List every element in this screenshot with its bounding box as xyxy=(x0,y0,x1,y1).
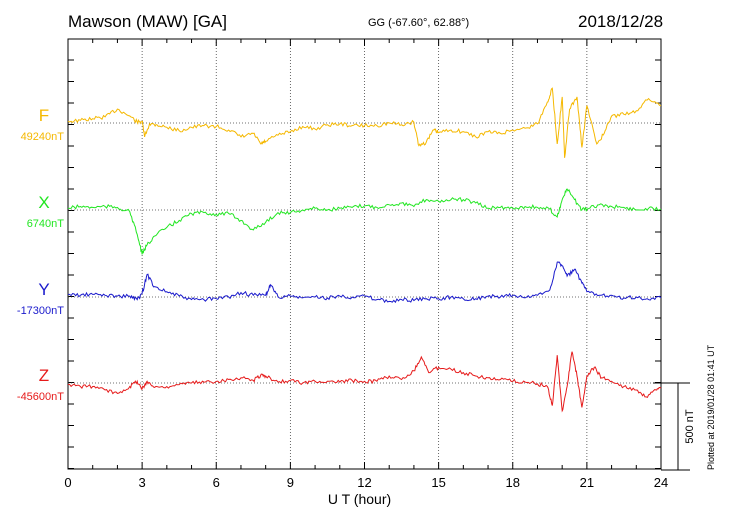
series-y xyxy=(68,261,662,304)
component-label-y: Y xyxy=(38,280,49,299)
component-label-z: Z xyxy=(39,366,49,385)
x-tick-label: 0 xyxy=(64,475,71,490)
x-tick-label: 3 xyxy=(139,475,146,490)
x-tick-label: 15 xyxy=(431,475,445,490)
x-tick-label: 21 xyxy=(580,475,594,490)
x-tick-label: 24 xyxy=(654,475,668,490)
x-tick-label: 12 xyxy=(357,475,371,490)
baseline-label-f: 49240nT xyxy=(21,131,65,143)
baseline-label-x: 6740nT xyxy=(27,218,65,230)
plotted-timestamp: Plotted at 2019/01/28 01:41 UT xyxy=(706,344,716,470)
series-z xyxy=(67,351,662,413)
station-title: Mawson (MAW) [GA] xyxy=(68,12,227,31)
geographic-coordinates: GG (-67.60°, 62.88°) xyxy=(368,17,470,29)
scale-bar-label: 500 nT xyxy=(684,409,696,444)
baseline-label-z: -45600nT xyxy=(17,391,64,403)
component-label-x: X xyxy=(38,193,49,212)
x-tick-label: 6 xyxy=(213,475,220,490)
series-x xyxy=(67,188,662,255)
baseline-label-y: -17300nT xyxy=(17,305,64,317)
chart-date: 2018/12/28 xyxy=(578,12,664,31)
series-f xyxy=(67,87,662,158)
x-tick-label: 9 xyxy=(287,475,294,490)
x-tick-label: 18 xyxy=(506,475,520,490)
component-label-f: F xyxy=(39,106,49,125)
x-axis-label: U T (hour) xyxy=(328,491,391,507)
